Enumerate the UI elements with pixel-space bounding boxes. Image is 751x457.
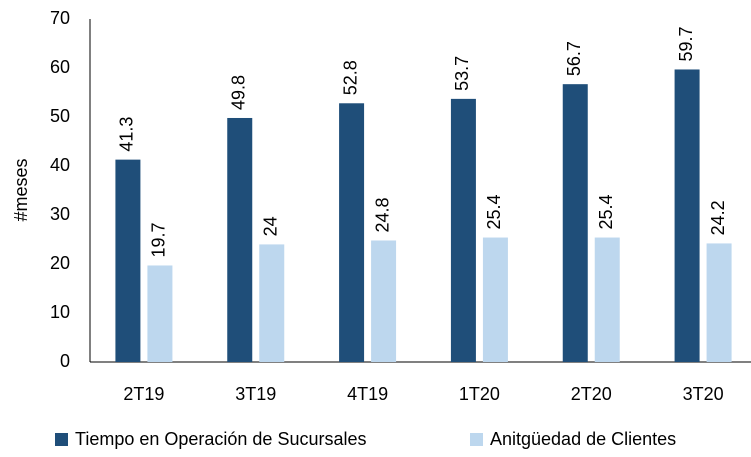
data-label: 59.7 xyxy=(676,26,696,61)
legend-swatch xyxy=(470,433,483,446)
bar xyxy=(339,103,365,362)
data-label: 19.7 xyxy=(149,222,169,257)
bar xyxy=(147,265,173,362)
data-label: 56.7 xyxy=(564,41,584,76)
y-tick-label: 70 xyxy=(50,8,70,28)
data-label: 52.8 xyxy=(340,60,360,95)
data-label: 53.7 xyxy=(452,56,472,91)
bar xyxy=(115,159,141,362)
x-tick-label: 4T19 xyxy=(347,384,388,404)
data-label: 24 xyxy=(261,216,281,236)
y-tick-label: 30 xyxy=(50,204,70,224)
x-tick-label: 2T19 xyxy=(123,384,164,404)
bar xyxy=(562,84,588,363)
x-tick-label: 3T19 xyxy=(235,384,276,404)
bar xyxy=(674,69,700,362)
bar xyxy=(259,244,285,362)
bar xyxy=(482,237,508,362)
y-tick-label: 60 xyxy=(50,57,70,77)
data-label: 41.3 xyxy=(117,117,137,152)
data-label: 25.4 xyxy=(484,194,504,229)
bar xyxy=(706,243,732,362)
legend-label: Anitgüedad de Clientes xyxy=(490,429,676,449)
legend-swatch xyxy=(55,433,68,446)
data-label: 25.4 xyxy=(596,194,616,229)
y-tick-label: 50 xyxy=(50,106,70,126)
data-label: 49.8 xyxy=(229,75,249,110)
y-axis-title: #meses xyxy=(11,158,31,221)
bar xyxy=(227,117,253,362)
data-label: 24.2 xyxy=(708,200,728,235)
x-tick-label: 1T20 xyxy=(459,384,500,404)
data-label: 24.8 xyxy=(372,197,392,232)
y-tick-label: 20 xyxy=(50,253,70,273)
bar xyxy=(594,237,620,362)
legend-label: Tiempo en Operación de Sucursales xyxy=(75,429,367,449)
bar xyxy=(450,98,476,363)
bar xyxy=(371,240,397,362)
y-tick-label: 40 xyxy=(50,155,70,175)
x-tick-label: 2T20 xyxy=(571,384,612,404)
x-tick-label: 3T20 xyxy=(683,384,724,404)
y-tick-label: 0 xyxy=(60,351,70,371)
y-tick-label: 10 xyxy=(50,302,70,322)
